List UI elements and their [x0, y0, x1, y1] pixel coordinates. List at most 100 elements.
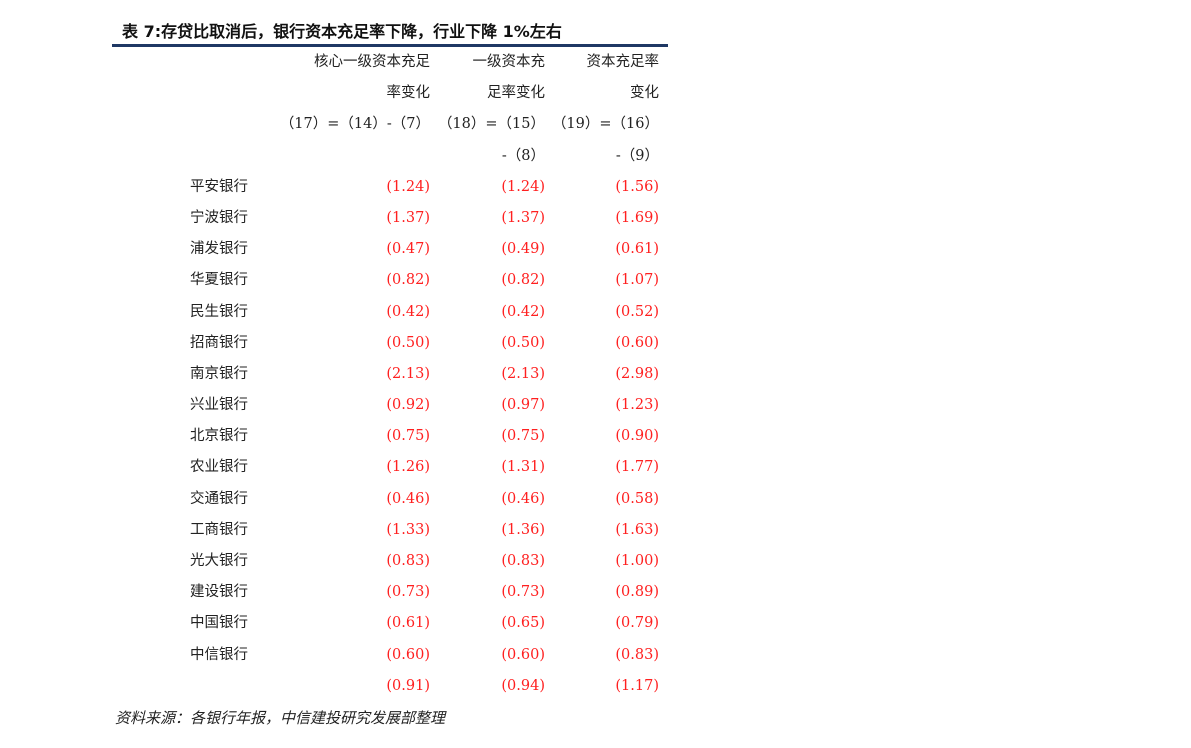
table-row: 北京银行 (0.75) (0.75) (0.90) [0, 421, 700, 452]
value-cell-2: (2.13) [501, 365, 545, 382]
value-cell-2: (0.50) [501, 334, 545, 351]
value-cell-1: (0.46) [386, 490, 430, 507]
bank-name: 宁波银行 [190, 209, 248, 226]
value-cell-2: (1.36) [501, 521, 545, 538]
value-cell-3: (0.61) [615, 241, 659, 258]
value-cell-1: (0.47) [386, 241, 430, 258]
source-note: 资料来源：各银行年报，中信建投研究发展部整理 [115, 709, 446, 727]
value-cell-3: (1.69) [615, 209, 659, 226]
header-line: -（8） -（9） [0, 141, 700, 172]
bank-name: 招商银行 [190, 334, 248, 351]
value-cell-2: (0.60) [501, 646, 545, 663]
table-row: 华夏银行 (0.82) (0.82) (1.07) [0, 265, 700, 296]
bank-name: 南京银行 [190, 365, 248, 382]
bank-name: 建设银行 [190, 584, 248, 601]
column-header-2: -（8） [501, 147, 545, 164]
table-row: 民生银行 (0.42) (0.42) (0.52) [0, 297, 700, 328]
column-header-3: -（9） [615, 147, 659, 164]
bank-name: 兴业银行 [190, 397, 248, 414]
value-cell-3: (0.52) [615, 303, 659, 320]
value-cell-1: (1.33) [386, 521, 430, 538]
column-header-2: 足率变化 [487, 85, 545, 102]
title-rule [112, 44, 668, 47]
value-cell-1: (1.26) [386, 459, 430, 476]
column-header-2: 一级资本充 [472, 54, 546, 70]
value-cell-1: (0.50) [386, 334, 430, 351]
bank-name: 民生银行 [190, 303, 248, 320]
value-cell-3: (0.83) [615, 646, 659, 663]
table-row: 宁波银行 (1.37) (1.37) (1.69) [0, 203, 700, 234]
value-cell-2: (0.75) [501, 428, 545, 445]
value-cell-3: (0.89) [615, 584, 659, 601]
data-table: 核心一级资本充足 一级资本充 资本充足率率变化 足率变化 变化 （17）=（14）-（7）… [0, 47, 700, 702]
value-cell-2: (1.24) [501, 178, 545, 195]
value-cell-2: (0.82) [501, 272, 545, 289]
bank-name: 光大银行 [190, 553, 248, 569]
bank-name: 农业银行 [190, 459, 248, 476]
value-cell-1: (0.75) [386, 428, 430, 445]
value-cell-3: (1.77) [615, 459, 659, 476]
table-row: 兴业银行 (0.92) (0.97) (1.23) [0, 390, 700, 421]
value-cell-3: (1.00) [615, 553, 659, 569]
header-line: 核心一级资本充足 一级资本充 资本充足率 [0, 47, 700, 78]
value-cell-1: (0.42) [386, 303, 430, 320]
value-cell-1: (0.61) [386, 615, 430, 632]
value-cell-1: (0.60) [386, 646, 430, 663]
table-row: 平安银行 (1.24) (1.24) (1.56) [0, 172, 700, 203]
table-title: 表 7:存贷比取消后，银行资本充足率下降，行业下降 1%左右 [122, 22, 562, 41]
value-cell-1: (1.24) [386, 178, 430, 195]
value-cell-1: (0.92) [386, 397, 430, 414]
table-row: 农业银行 (1.26) (1.31) (1.77) [0, 452, 700, 483]
value-cell-1: (2.13) [386, 365, 430, 382]
value-cell-2: (1.31) [501, 459, 545, 476]
bank-name: 中信银行 [190, 646, 248, 663]
header-line: （17）=（14）-（7） （18）=（15） （19）=（16） [0, 109, 700, 140]
value-cell-1: (0.73) [386, 584, 430, 601]
value-cell-3: (0.79) [615, 615, 659, 632]
value-cell-3: (2.98) [615, 365, 659, 382]
value-cell-2: (0.65) [501, 615, 545, 632]
table-row: 工商银行 (1.33) (1.36) (1.63) [0, 515, 700, 546]
table-row: 招商银行 (0.50) (0.50) (0.60) [0, 328, 700, 359]
value-cell-2: (0.42) [501, 303, 545, 320]
column-header-1: 率变化 [386, 85, 431, 102]
bank-name: 工商银行 [190, 521, 248, 538]
table-row: 中国银行 (0.61) (0.65) (0.79) [0, 608, 700, 639]
value-cell-1: (1.37) [386, 209, 430, 226]
table-row: 南京银行 (2.13) (2.13) (2.98) [0, 359, 700, 390]
value-cell-2: (0.97) [501, 397, 545, 414]
table-row: 建设银行 (0.73) (0.73) (0.89) [0, 577, 700, 608]
value-cell-3: (0.90) [615, 428, 659, 445]
value-cell-3: (1.17) [615, 677, 659, 694]
value-cell-2: (0.73) [501, 584, 545, 601]
column-header-1: 核心一级资本充足 [314, 54, 430, 70]
table-row: 中信银行 (0.60) (0.60) (0.83) [0, 640, 700, 671]
header-line: 率变化 足率变化 变化 [0, 78, 700, 109]
value-cell-2: (0.49) [501, 241, 545, 258]
value-cell-3: (1.07) [615, 272, 659, 289]
bank-name: 交通银行 [190, 490, 248, 507]
value-cell-2: (0.46) [501, 490, 545, 507]
value-cell-2: (1.37) [501, 209, 545, 226]
table-row: (0.91) (0.94) (1.17) [0, 671, 700, 702]
table-row: 交通银行 (0.46) (0.46) (0.58) [0, 484, 700, 515]
column-header-3: 变化 [630, 85, 659, 102]
bank-name: 浦发银行 [190, 241, 248, 258]
bank-name: 北京银行 [190, 428, 248, 445]
column-header-3: 资本充足率 [586, 54, 660, 70]
value-cell-1: (0.83) [386, 553, 430, 569]
value-cell-3: (0.58) [615, 490, 659, 507]
column-header-1: （17）=（14）-（7） [279, 116, 430, 133]
value-cell-2: (0.94) [501, 677, 545, 694]
value-cell-3: (1.23) [615, 397, 659, 414]
bank-name: 平安银行 [190, 178, 248, 195]
bank-name: 华夏银行 [190, 272, 248, 289]
value-cell-2: (0.83) [501, 553, 545, 569]
table-row: 光大银行 (0.83) (0.83) (1.00) [0, 546, 700, 577]
column-header-2: （18）=（15） [437, 116, 545, 133]
value-cell-1: (0.91) [386, 677, 430, 694]
table-row: 浦发银行 (0.47) (0.49) (0.61) [0, 234, 700, 265]
value-cell-3: (1.56) [615, 178, 659, 195]
value-cell-3: (0.60) [615, 334, 659, 351]
value-cell-1: (0.82) [386, 272, 430, 289]
